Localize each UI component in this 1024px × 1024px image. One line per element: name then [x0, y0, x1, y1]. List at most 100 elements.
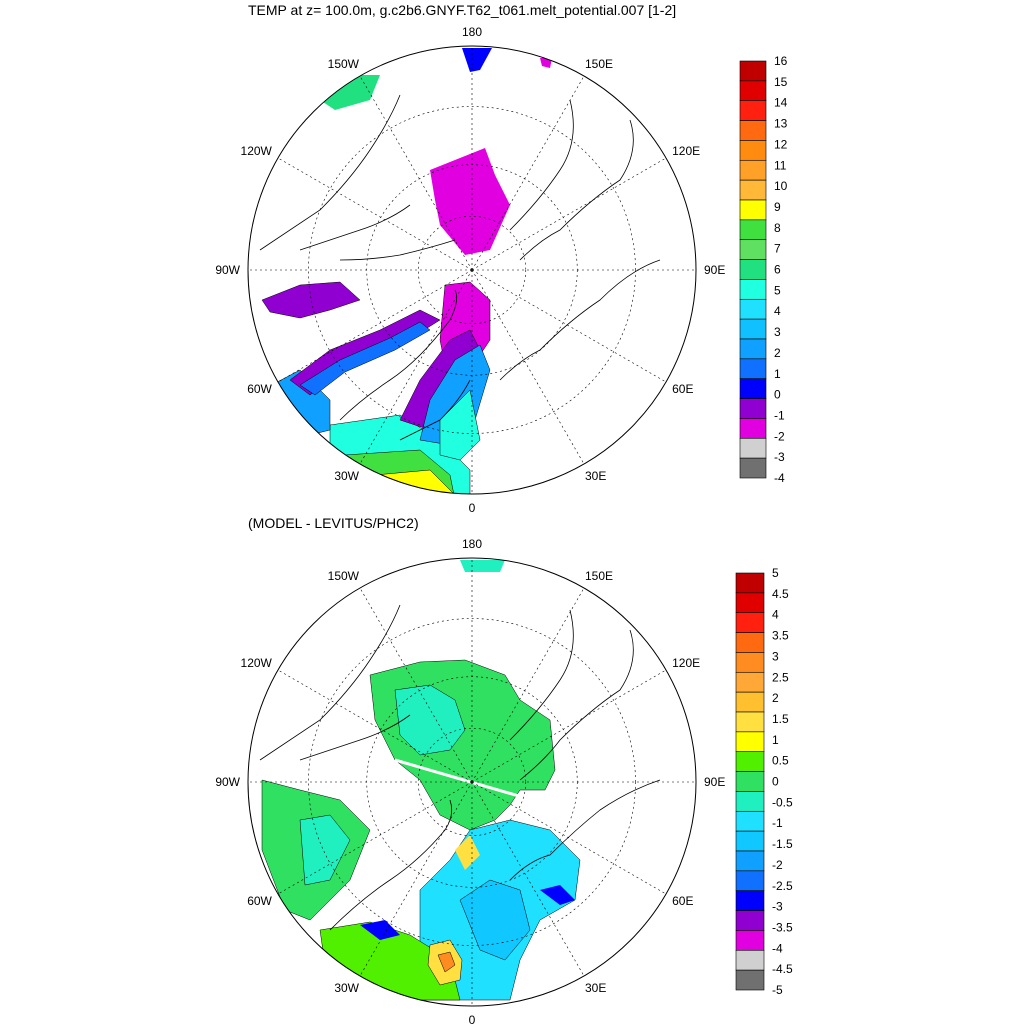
- colorbar-swatch: [739, 80, 767, 102]
- top-polar-map: 180 150E 120E 90E 60E 30E 0 30W 60W 90W 120W 150W: [215, 25, 725, 515]
- top-region-bering-blue: [462, 48, 492, 72]
- colorbar-swatch: [739, 219, 767, 241]
- bottom-region-central-green: [369, 659, 556, 831]
- colorbar-swatch: [739, 179, 767, 201]
- bottom-data-gap-line: [394, 758, 561, 810]
- bottom-region-barents-blue: [540, 885, 575, 905]
- longitude-label: 60E: [672, 894, 693, 908]
- colorbar-swatch: [735, 949, 765, 971]
- colorbar-swatch: [735, 930, 765, 951]
- bottom-map-graticule: [248, 558, 696, 1006]
- colorbar-swatch: [739, 60, 767, 82]
- bottom-region-atlantic-light: [459, 879, 531, 961]
- top-region-bering-magenta: [540, 58, 552, 68]
- colorbar-label: -1: [772, 816, 783, 830]
- colorbar-label: 0: [774, 388, 781, 402]
- meridian-line: [471, 269, 667, 383]
- longitude-label: 120W: [241, 656, 273, 670]
- meridian-line: [277, 781, 473, 895]
- bottom-coastline-greenland: [329, 799, 453, 931]
- top-map-fields: [259, 48, 661, 494]
- colorbar-label: 4: [772, 608, 779, 622]
- colorbar-label: 11: [774, 158, 787, 172]
- colorbar-label: -1.5: [772, 837, 793, 851]
- bottom-map-fields: [259, 560, 661, 1001]
- longitude-label: 90W: [215, 263, 240, 277]
- colorbar-swatch: [735, 830, 765, 852]
- colorbar-swatch: [735, 711, 765, 733]
- colorbar-label: 8: [774, 221, 781, 235]
- colorbar-label: 1.5: [772, 712, 789, 726]
- meridian-line: [359, 75, 473, 271]
- colorbar-swatch: [739, 239, 767, 260]
- colorbar-label: 10: [774, 179, 788, 193]
- colorbar-label: -3: [774, 450, 785, 464]
- latitude-circle: [308, 618, 636, 946]
- colorbar-label: 13: [774, 117, 788, 131]
- bottom-map-boundary: [247, 557, 697, 1007]
- latitude-circle: [308, 106, 636, 434]
- colorbar-label: 0.5: [772, 754, 789, 768]
- longitude-label: 60E: [672, 382, 693, 396]
- longitude-label: 90W: [215, 775, 240, 789]
- top-region-pacific-green: [320, 75, 380, 110]
- meridian-line: [471, 781, 585, 977]
- longitude-label: 120E: [672, 656, 700, 670]
- colorbar-label: 15: [774, 75, 788, 89]
- latitude-circle: [417, 727, 527, 837]
- colorbar-swatch: [735, 850, 765, 872]
- bottom-region-labrador-cyan: [299, 814, 351, 886]
- longitude-label: 120W: [241, 144, 273, 158]
- colorbar-label: 1: [774, 367, 781, 381]
- meridian-line: [359, 781, 473, 977]
- colorbar-label: 3: [774, 325, 781, 339]
- colorbar-swatch: [735, 671, 765, 693]
- longitude-label: 30E: [585, 981, 606, 995]
- colorbar-swatch: [739, 159, 767, 181]
- top-map-title: TEMP at z= 100.0m, g.c2b6.GNYF.T62_t061.…: [248, 2, 677, 18]
- colorbar-label: 4.5: [772, 587, 789, 601]
- bottom-coastline-eurasia: [509, 609, 661, 881]
- top-region-central-magenta: [430, 148, 510, 255]
- colorbar-label: -2: [772, 858, 783, 872]
- colorbar-swatch: [735, 890, 765, 911]
- colorbar-label: 3: [772, 649, 779, 663]
- longitude-label: 60W: [247, 382, 272, 396]
- meridian-line: [277, 269, 473, 383]
- latitude-circle: [417, 215, 527, 325]
- bottom-region-dstrait-blue: [360, 920, 400, 940]
- colorbar-label: 1: [772, 733, 779, 747]
- meridian-line: [277, 669, 473, 783]
- longitude-label: 180: [462, 25, 482, 39]
- colorbar-label: -2: [774, 429, 785, 443]
- colorbar-label: 14: [774, 96, 788, 110]
- longitude-label: 180: [462, 537, 482, 551]
- colorbar-swatch: [735, 572, 765, 594]
- colorbar-label: -4: [772, 941, 783, 955]
- colorbar-swatch: [735, 751, 765, 772]
- colorbar-label: 2.5: [772, 670, 789, 684]
- colorbar-label: 0: [772, 775, 779, 789]
- top-coastline-greenland: [339, 289, 471, 441]
- colorbar-swatch: [739, 358, 767, 380]
- meridian-line: [471, 269, 585, 465]
- colorbar-swatch: [739, 199, 767, 221]
- colorbar-swatch: [739, 279, 767, 300]
- longitude-label: 30W: [334, 469, 359, 483]
- colorbar-swatch: [739, 298, 767, 320]
- meridian-line: [471, 157, 667, 271]
- longitude-label: 90E: [704, 263, 725, 277]
- colorbar-label: 12: [774, 137, 788, 151]
- top-coastline-america: [259, 94, 456, 261]
- colorbar-swatch: [735, 771, 765, 792]
- bottom-region-bering-cyan: [460, 560, 505, 572]
- longitude-label: 30E: [585, 469, 606, 483]
- top-map-longitude-labels: 180 150E 120E 90E 60E 30E 0 30W 60W 90W 120W 150W: [215, 25, 725, 515]
- colorbar-swatch: [739, 338, 767, 360]
- bottom-region-fram-yellow: [455, 835, 480, 870]
- colorbar-label: -3: [772, 900, 783, 914]
- colorbar-swatch: [739, 318, 767, 340]
- longitude-label: 90E: [704, 775, 725, 789]
- colorbar-swatch: [735, 969, 765, 991]
